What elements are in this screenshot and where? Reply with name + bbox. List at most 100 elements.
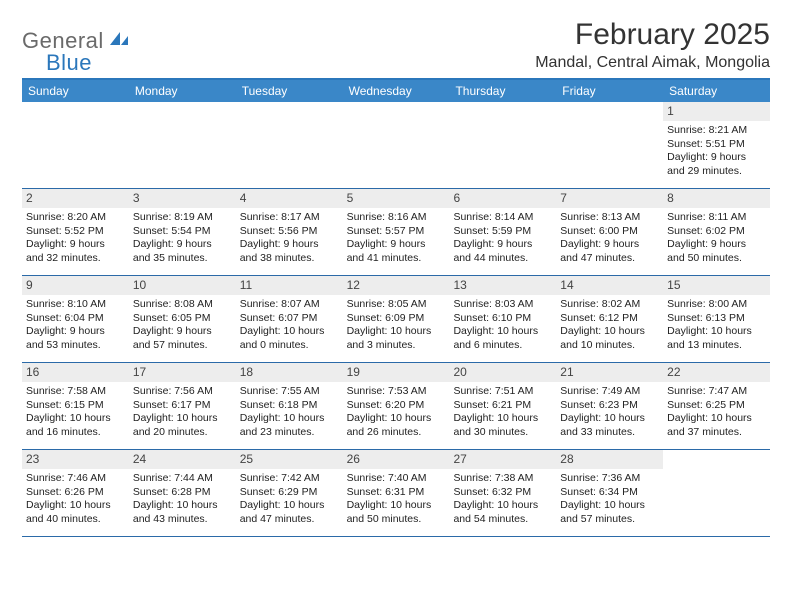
daylight-text: Daylight: 9 hours and 57 minutes.: [133, 325, 232, 352]
day-number: 18: [236, 363, 343, 382]
day-cell-4: 4Sunrise: 8:17 AMSunset: 5:56 PMDaylight…: [236, 189, 343, 275]
sunrise-text: Sunrise: 8:20 AM: [26, 211, 125, 224]
day-number: 26: [343, 450, 450, 469]
day-cell-2: 2Sunrise: 8:20 AMSunset: 5:52 PMDaylight…: [22, 189, 129, 275]
day-cell-26: 26Sunrise: 7:40 AMSunset: 6:31 PMDayligh…: [343, 450, 450, 536]
day-cell-23: 23Sunrise: 7:46 AMSunset: 6:26 PMDayligh…: [22, 450, 129, 536]
day-cell-16: 16 Sunrise: 7:58 AMSunset: 6:15 PMDayligh…: [22, 363, 129, 449]
sunset-text: Sunset: 6:29 PM: [240, 486, 339, 499]
sunset-text: Sunset: 6:21 PM: [453, 399, 552, 412]
day-number: 20: [449, 363, 556, 382]
day-cell-empty: [663, 450, 770, 536]
daylight-text: Daylight: 10 hours and 13 minutes.: [667, 325, 766, 352]
day-cell-12: 12Sunrise: 8:05 AMSunset: 6:09 PMDayligh…: [343, 276, 450, 362]
day-cell-9: 9Sunrise: 8:10 AMSunset: 6:04 PMDaylight…: [22, 276, 129, 362]
sunrise-text: Sunrise: 7:40 AM: [347, 472, 446, 485]
sunrise-text: Sunrise: 8:00 AM: [667, 298, 766, 311]
week-row: 1Sunrise: 8:21 AMSunset: 5:51 PMDaylight…: [22, 102, 770, 189]
sunset-text: Sunset: 6:07 PM: [240, 312, 339, 325]
logo-text-blue: Blue: [46, 50, 92, 76]
day-cell-27: 27Sunrise: 7:38 AMSunset: 6:32 PMDayligh…: [449, 450, 556, 536]
day-cell-1: 1Sunrise: 8:21 AMSunset: 5:51 PMDaylight…: [663, 102, 770, 188]
sunset-text: Sunset: 6:34 PM: [560, 486, 659, 499]
sunrise-text: Sunrise: 8:07 AM: [240, 298, 339, 311]
sunrise-text: Sunrise: 8:21 AM: [667, 124, 766, 137]
day-number: 2: [22, 189, 129, 208]
day-number: 7: [556, 189, 663, 208]
daylight-text: Daylight: 10 hours and 54 minutes.: [453, 499, 552, 526]
day-number: 11: [236, 276, 343, 295]
sunrise-text: Sunrise: 7:36 AM: [560, 472, 659, 485]
daylight-text: Daylight: 10 hours and 47 minutes.: [240, 499, 339, 526]
header: General Blue February 2025 Mandal, Centr…: [22, 18, 770, 72]
day-number: 16: [22, 363, 129, 382]
week-row: 23Sunrise: 7:46 AMSunset: 6:26 PMDayligh…: [22, 450, 770, 537]
sunset-text: Sunset: 6:15 PM: [26, 399, 125, 412]
day-cell-11: 11Sunrise: 8:07 AMSunset: 6:07 PMDayligh…: [236, 276, 343, 362]
sunset-text: Sunset: 5:56 PM: [240, 225, 339, 238]
daylight-text: Daylight: 9 hours and 41 minutes.: [347, 238, 446, 265]
logo-sail-icon: [108, 30, 130, 53]
sunrise-text: Sunrise: 8:14 AM: [453, 211, 552, 224]
sunset-text: Sunset: 5:54 PM: [133, 225, 232, 238]
sunrise-text: Sunrise: 7:38 AM: [453, 472, 552, 485]
sunrise-text: Sunrise: 7:46 AM: [26, 472, 125, 485]
daylight-text: Daylight: 10 hours and 40 minutes.: [26, 499, 125, 526]
day-cell-3: 3 Sunrise: 8:19 AMSunset: 5:54 PMDaylight…: [129, 189, 236, 275]
daylight-text: Daylight: 9 hours and 35 minutes.: [133, 238, 232, 265]
day-header-sunday: Sunday: [22, 80, 129, 102]
day-cell-15: 15Sunrise: 8:00 AMSunset: 6:13 PMDayligh…: [663, 276, 770, 362]
daylight-text: Daylight: 9 hours and 47 minutes.: [560, 238, 659, 265]
sunset-text: Sunset: 6:20 PM: [347, 399, 446, 412]
day-cell-empty: [22, 102, 129, 188]
sunset-text: Sunset: 6:25 PM: [667, 399, 766, 412]
calendar-body: 1Sunrise: 8:21 AMSunset: 5:51 PMDaylight…: [22, 102, 770, 537]
daylight-text: Daylight: 10 hours and 57 minutes.: [560, 499, 659, 526]
day-number: 13: [449, 276, 556, 295]
day-number: 23: [22, 450, 129, 469]
sunrise-text: Sunrise: 8:11 AM: [667, 211, 766, 224]
sunset-text: Sunset: 6:02 PM: [667, 225, 766, 238]
sunset-text: Sunset: 6:00 PM: [560, 225, 659, 238]
daylight-text: Daylight: 9 hours and 53 minutes.: [26, 325, 125, 352]
day-cell-19: 19 Sunrise: 7:53 AMSunset: 6:20 PMDayligh…: [343, 363, 450, 449]
daylight-text: Daylight: 10 hours and 26 minutes.: [347, 412, 446, 439]
sunrise-text: Sunrise: 8:17 AM: [240, 211, 339, 224]
daylight-text: Daylight: 10 hours and 33 minutes.: [560, 412, 659, 439]
daylight-text: Daylight: 10 hours and 3 minutes.: [347, 325, 446, 352]
day-number: 12: [343, 276, 450, 295]
sunset-text: Sunset: 6:12 PM: [560, 312, 659, 325]
sunset-text: Sunset: 5:52 PM: [26, 225, 125, 238]
day-cell-empty: [343, 102, 450, 188]
daylight-text: Daylight: 10 hours and 16 minutes.: [26, 412, 125, 439]
daylight-text: Daylight: 10 hours and 20 minutes.: [133, 412, 232, 439]
day-number: 8: [663, 189, 770, 208]
week-row: 9Sunrise: 8:10 AMSunset: 6:04 PMDaylight…: [22, 276, 770, 363]
day-number: 24: [129, 450, 236, 469]
sunrise-text: Sunrise: 8:19 AM: [133, 211, 232, 224]
week-row: 2 Sunrise: 8:20 AMSunset: 5:52 PM Daylight…: [22, 189, 770, 276]
sunset-text: Sunset: 6:32 PM: [453, 486, 552, 499]
day-cell-empty: [129, 102, 236, 188]
day-cell-20: 20Sunrise: 7:51 AMSunset: 6:21 PMDayligh…: [449, 363, 556, 449]
day-number: 19: [343, 363, 450, 382]
logo: General Blue: [22, 18, 130, 54]
day-cell-13: 13Sunrise: 8:03 AMSunset: 6:10 PMDayligh…: [449, 276, 556, 362]
sunset-text: Sunset: 6:28 PM: [133, 486, 232, 499]
day-number: 1: [663, 102, 770, 121]
day-cell-empty: [449, 102, 556, 188]
daylight-text: Daylight: 9 hours and 50 minutes.: [667, 238, 766, 265]
day-cell-14: 14Sunrise: 8:02 AMSunset: 6:12 PMDayligh…: [556, 276, 663, 362]
day-number: 6: [449, 189, 556, 208]
day-cell-7: 7 Sunrise: 8:13 AMSunset: 6:00 PMDaylight…: [556, 189, 663, 275]
sunrise-text: Sunrise: 7:44 AM: [133, 472, 232, 485]
sunrise-text: Sunrise: 7:58 AM: [26, 385, 125, 398]
day-number: 3: [129, 189, 236, 208]
sunset-text: Sunset: 6:31 PM: [347, 486, 446, 499]
sunset-text: Sunset: 6:05 PM: [133, 312, 232, 325]
sunrise-text: Sunrise: 8:13 AM: [560, 211, 659, 224]
sunset-text: Sunset: 5:59 PM: [453, 225, 552, 238]
sunset-text: Sunset: 6:10 PM: [453, 312, 552, 325]
sunrise-text: Sunrise: 7:53 AM: [347, 385, 446, 398]
day-number: 21: [556, 363, 663, 382]
